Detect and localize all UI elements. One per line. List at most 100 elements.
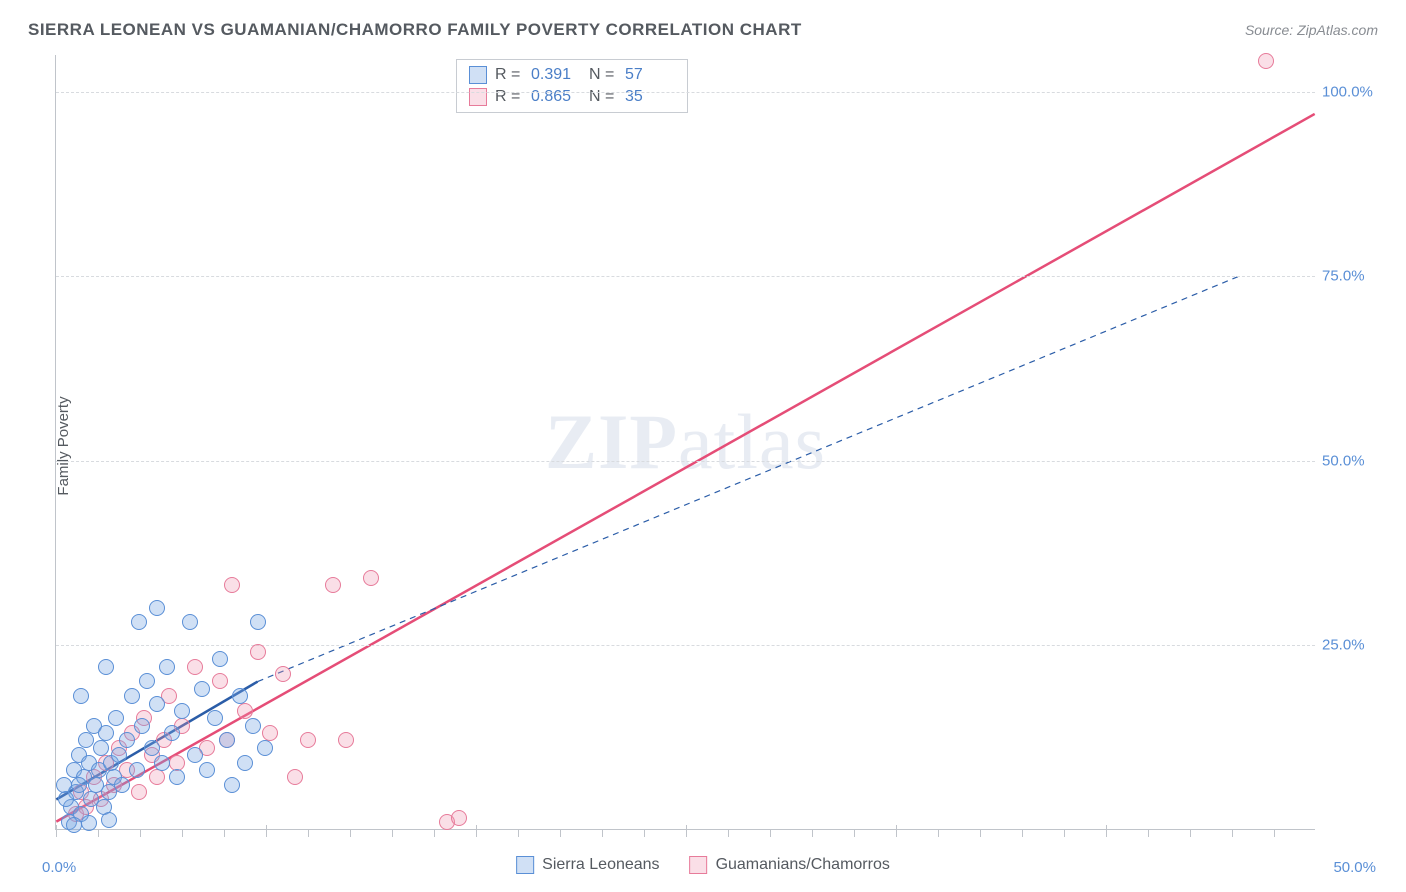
scatter-point: [250, 614, 266, 630]
scatter-point: [275, 666, 291, 682]
x-tick: [812, 829, 813, 837]
scatter-point: [149, 600, 165, 616]
scatter-point: [187, 659, 203, 675]
scatter-point: [194, 681, 210, 697]
scatter-point: [139, 673, 155, 689]
legend-label-series2: Guamanians/Chamorros: [716, 856, 890, 874]
trend-line: [258, 276, 1240, 681]
x-tick: [308, 829, 309, 837]
gridline-h: [56, 276, 1315, 277]
gridline-h: [56, 645, 1315, 646]
scatter-point: [81, 815, 97, 831]
x-tick: [224, 829, 225, 837]
scatter-point: [149, 769, 165, 785]
scatter-point: [257, 740, 273, 756]
scatter-point: [224, 777, 240, 793]
scatter-point: [58, 791, 74, 807]
x-tick: [182, 829, 183, 837]
x-tick: [1064, 829, 1065, 837]
scatter-point: [164, 725, 180, 741]
scatter-point: [338, 732, 354, 748]
legend-item-series1: Sierra Leoneans: [516, 856, 659, 874]
x-tick: [476, 825, 477, 837]
stat-r-label: R =: [495, 66, 523, 84]
scatter-point: [182, 614, 198, 630]
x-tick: [1148, 829, 1149, 837]
x-axis-max-label: 50.0%: [1333, 859, 1376, 876]
legend-item-series2: Guamanians/Chamorros: [690, 856, 890, 874]
chart-source: Source: ZipAtlas.com: [1245, 22, 1378, 38]
x-tick: [560, 829, 561, 837]
scatter-point: [98, 725, 114, 741]
scatter-point: [245, 718, 261, 734]
scatter-point: [174, 703, 190, 719]
scatter-point: [300, 732, 316, 748]
x-axis-min-label: 0.0%: [42, 859, 76, 876]
x-tick: [728, 829, 729, 837]
scatter-point: [1258, 53, 1274, 69]
scatter-point: [111, 747, 127, 763]
chart-container: SIERRA LEONEAN VS GUAMANIAN/CHAMORRO FAM…: [0, 0, 1406, 892]
x-tick: [980, 829, 981, 837]
scatter-point: [237, 703, 253, 719]
x-tick: [602, 829, 603, 837]
scatter-point: [219, 732, 235, 748]
x-tick: [350, 829, 351, 837]
scatter-point: [212, 651, 228, 667]
scatter-point: [224, 577, 240, 593]
y-tick-label: 100.0%: [1322, 83, 1387, 100]
x-tick: [770, 829, 771, 837]
x-tick: [434, 829, 435, 837]
scatter-point: [144, 740, 160, 756]
stats-legend-box: R = 0.391 N = 57 R = 0.865 N = 35: [456, 59, 688, 113]
legend-swatch-series2: [690, 856, 708, 874]
stat-n-value-1: 57: [625, 66, 675, 84]
gridline-h: [56, 92, 1315, 93]
scatter-point: [199, 762, 215, 778]
stat-r-value-1: 0.391: [531, 66, 581, 84]
scatter-point: [287, 769, 303, 785]
scatter-point: [73, 688, 89, 704]
scatter-point: [134, 718, 150, 734]
scatter-point: [207, 710, 223, 726]
gridline-h: [56, 461, 1315, 462]
legend-swatch-series1: [516, 856, 534, 874]
scatter-point: [363, 570, 379, 586]
scatter-point: [169, 755, 185, 771]
x-tick: [1190, 829, 1191, 837]
scatter-point: [124, 688, 140, 704]
x-tick: [896, 825, 897, 837]
scatter-point: [66, 817, 82, 833]
scatter-point: [131, 614, 147, 630]
stat-n-label: N =: [589, 88, 617, 106]
scatter-point: [325, 577, 341, 593]
scatter-point: [149, 696, 165, 712]
scatter-point: [131, 784, 147, 800]
scatter-point: [114, 777, 130, 793]
x-tick: [392, 829, 393, 837]
x-tick: [1274, 829, 1275, 837]
x-tick: [686, 825, 687, 837]
stats-row-series1: R = 0.391 N = 57: [469, 64, 675, 86]
scatter-point: [93, 740, 109, 756]
x-tick: [1232, 829, 1233, 837]
plot-area: ZIPatlas R = 0.391 N = 57 R = 0.865 N = …: [55, 55, 1315, 830]
x-tick: [266, 825, 267, 837]
legend-label-series1: Sierra Leoneans: [542, 856, 659, 874]
scatter-point: [78, 732, 94, 748]
x-tick: [1106, 825, 1107, 837]
chart-title: SIERRA LEONEAN VS GUAMANIAN/CHAMORRO FAM…: [28, 20, 802, 40]
x-tick: [98, 829, 99, 837]
scatter-point: [129, 762, 145, 778]
scatter-point: [212, 673, 228, 689]
scatter-point: [159, 659, 175, 675]
stats-row-series2: R = 0.865 N = 35: [469, 86, 675, 108]
swatch-series1: [469, 66, 487, 84]
stat-r-value-2: 0.865: [531, 88, 581, 106]
scatter-point: [262, 725, 278, 741]
stat-n-value-2: 35: [625, 88, 675, 106]
y-tick-label: 25.0%: [1322, 637, 1387, 654]
x-tick: [854, 829, 855, 837]
x-tick: [140, 829, 141, 837]
x-tick: [518, 829, 519, 837]
